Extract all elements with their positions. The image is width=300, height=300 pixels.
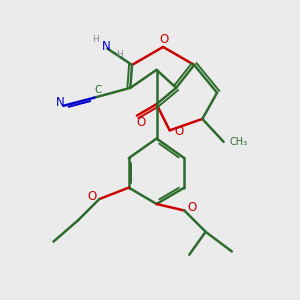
Text: O: O <box>187 201 196 214</box>
Text: C: C <box>94 85 102 95</box>
Text: CH₃: CH₃ <box>229 137 248 147</box>
Text: O: O <box>159 33 168 46</box>
Text: H: H <box>116 50 123 59</box>
Text: N: N <box>101 40 110 53</box>
Text: O: O <box>88 190 97 203</box>
Text: N: N <box>56 96 65 109</box>
Text: O: O <box>174 124 183 137</box>
Text: H: H <box>92 35 98 44</box>
Text: O: O <box>136 116 146 129</box>
